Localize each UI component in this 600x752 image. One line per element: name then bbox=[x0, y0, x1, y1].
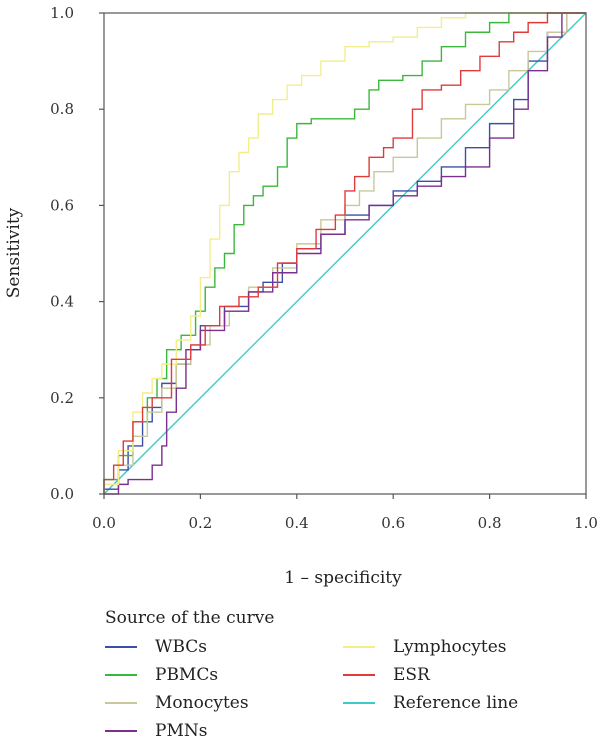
series-line-lymphocytes bbox=[103, 12, 586, 494]
legend-item-pmns: PMNs bbox=[105, 720, 207, 742]
series-line-reference-line bbox=[103, 12, 587, 495]
roc-chart: 0.0 0.2 0.4 0.6 0.8 1.0 0.0 0.2 0.4 0.6 0.8 1.0 1 –… bbox=[4, 4, 598, 588]
legend-title: Source of the curve bbox=[105, 608, 275, 628]
x-axis-title: 1 – specificity bbox=[284, 568, 402, 588]
axes: 0.0 0.2 0.4 0.6 0.8 1.0 0.0 0.2 0.4 0.6 0.8 1.0 bbox=[50, 4, 598, 532]
legend: Source of the curve WBCs PBMCs Monocytes PM… bbox=[105, 608, 575, 748]
legend-swatch bbox=[105, 730, 137, 732]
series-line-pmns bbox=[104, 12, 586, 495]
legend-swatch bbox=[343, 702, 375, 704]
legend-label: ESR bbox=[393, 665, 430, 685]
legend-label: Lymphocytes bbox=[393, 637, 507, 657]
plot-frame bbox=[103, 12, 587, 495]
legend-item-reference-line: Reference line bbox=[343, 692, 518, 714]
y-tick-label: 0.2 bbox=[50, 389, 74, 407]
legend-item-esr: ESR bbox=[343, 664, 430, 686]
plot-lines bbox=[103, 12, 587, 495]
legend-label: Reference line bbox=[393, 693, 519, 713]
legend-swatch bbox=[105, 674, 137, 676]
legend-item-monocytes: Monocytes bbox=[105, 692, 249, 714]
legend-swatch bbox=[105, 646, 137, 648]
series-line-esr bbox=[103, 12, 586, 494]
series-line-pbmcs bbox=[103, 12, 586, 494]
legend-item-pbmcs: PBMCs bbox=[105, 664, 218, 686]
y-tick-label: 0.6 bbox=[50, 196, 74, 214]
y-tick-label: 0.8 bbox=[50, 100, 74, 118]
x-tick-label: 0.6 bbox=[381, 514, 405, 532]
y-tick-label: 0.0 bbox=[50, 485, 74, 503]
legend-label: PBMCs bbox=[155, 665, 219, 685]
legend-swatch bbox=[343, 674, 375, 676]
y-tick-label: 1.0 bbox=[50, 4, 74, 22]
legend-label: Monocytes bbox=[155, 693, 249, 713]
legend-label: PMNs bbox=[155, 721, 208, 741]
legend-item-wbcs: WBCs bbox=[105, 636, 207, 658]
legend-swatch bbox=[105, 702, 137, 704]
x-tick-label: 0.8 bbox=[478, 514, 502, 532]
x-tick-label: 0.4 bbox=[285, 514, 309, 532]
y-axis-title: Sensitivity bbox=[4, 207, 24, 298]
y-tick-label: 0.4 bbox=[50, 293, 74, 311]
x-tick-label: 0.0 bbox=[92, 514, 116, 532]
legend-item-lymphocytes: Lymphocytes bbox=[343, 636, 507, 658]
series-line-monocytes bbox=[103, 12, 586, 494]
legend-label: WBCs bbox=[155, 637, 208, 657]
x-tick-label: 0.2 bbox=[188, 514, 212, 532]
legend-swatch bbox=[343, 646, 375, 648]
x-tick-label: 1.0 bbox=[574, 514, 598, 532]
